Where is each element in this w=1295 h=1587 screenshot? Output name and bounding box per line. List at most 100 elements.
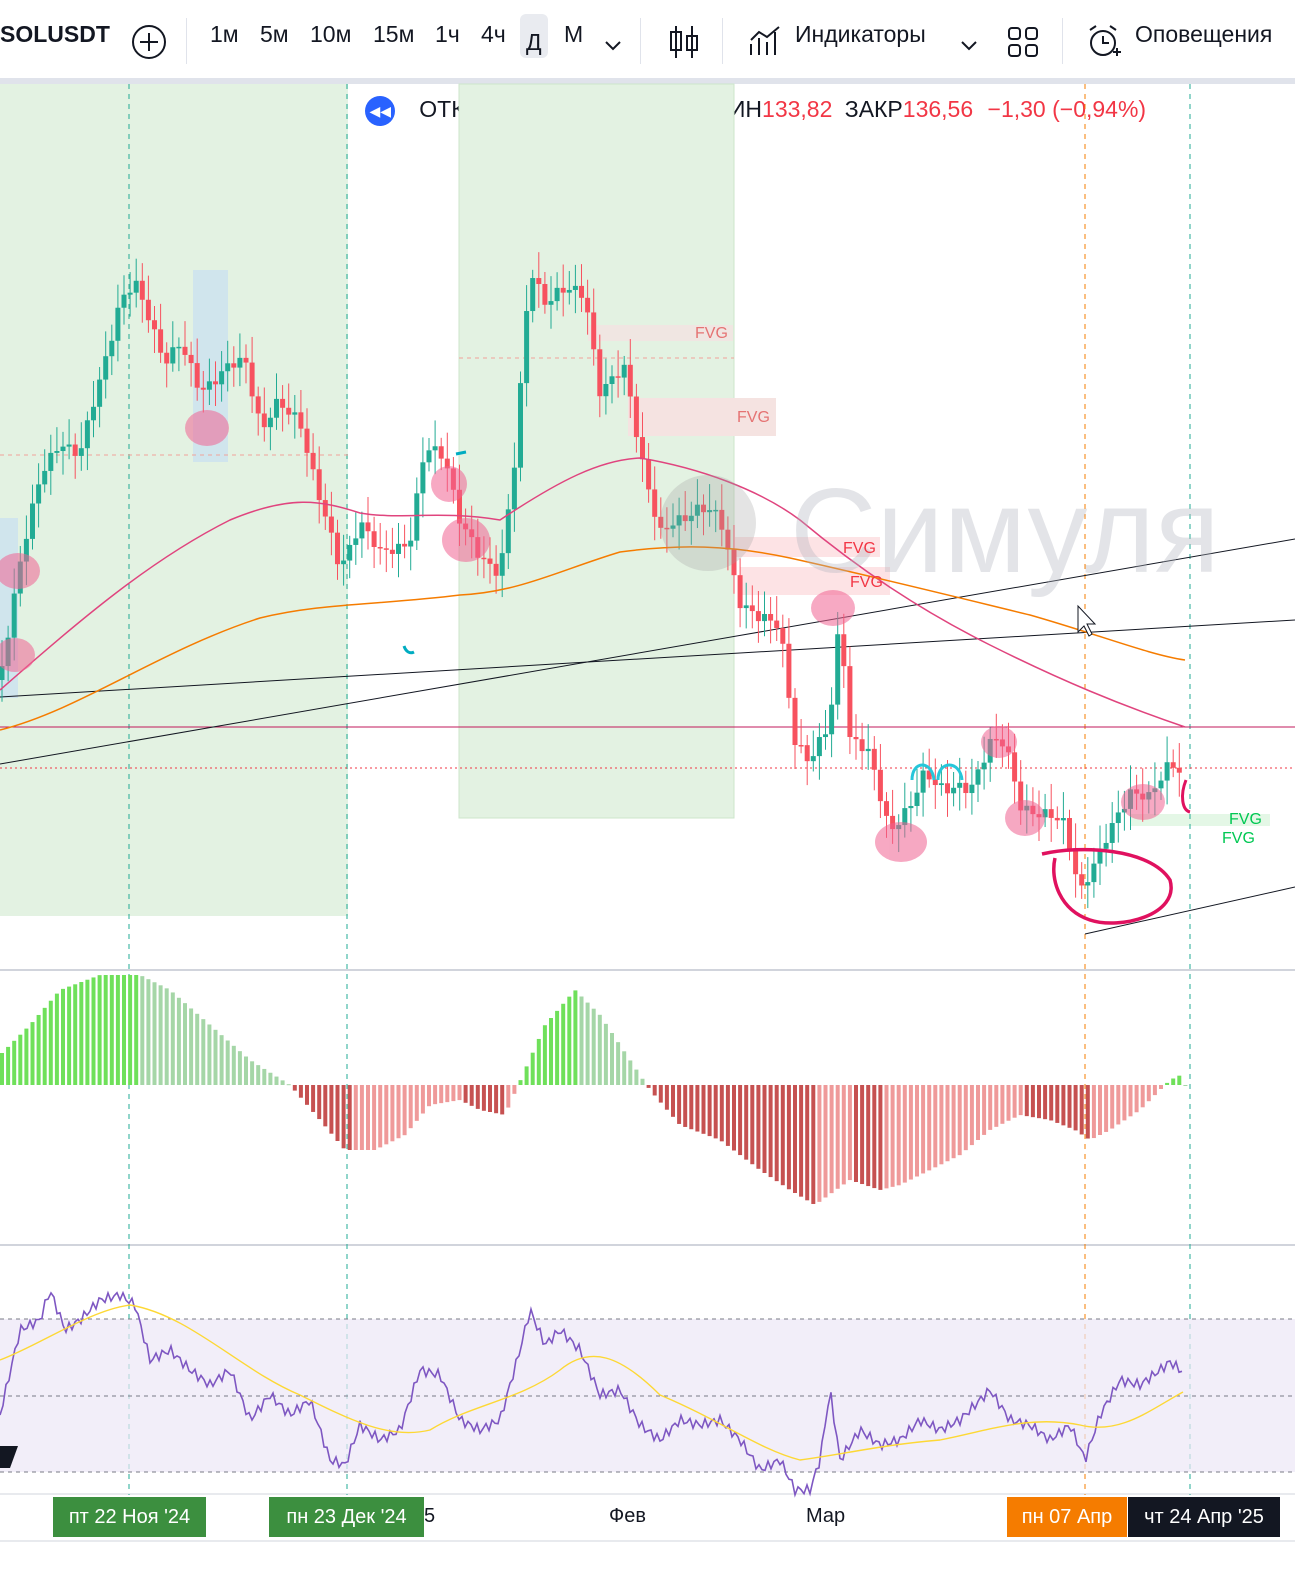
candle-body xyxy=(225,363,231,372)
candle-body xyxy=(389,549,395,554)
candle-body xyxy=(755,611,761,622)
timeframe-10m[interactable]: 10м xyxy=(310,21,352,47)
candle-body xyxy=(572,285,578,290)
histogram-bar xyxy=(268,1072,273,1085)
candle-body xyxy=(554,287,560,302)
histogram-bar xyxy=(536,1038,541,1085)
open-label: ОТКР xyxy=(419,96,480,123)
histogram-bar xyxy=(152,982,157,1085)
candle-body xyxy=(298,412,304,429)
fvg-label: FVG xyxy=(695,325,728,342)
alert-badge[interactable]: ! ↻ xyxy=(30,140,98,168)
histogram-bar xyxy=(396,1085,401,1139)
histogram-bar xyxy=(408,1085,413,1129)
refresh-icon[interactable]: ↻ xyxy=(68,142,90,164)
candle-body xyxy=(1030,805,1036,815)
histogram-bar xyxy=(18,1034,23,1085)
candle-body xyxy=(511,467,517,510)
chevron-down-icon[interactable] xyxy=(604,30,622,58)
timeframe-4h[interactable]: 4ч xyxy=(481,21,506,47)
histogram-bar xyxy=(317,1085,322,1120)
candle-body xyxy=(847,666,853,738)
layout-grid-icon[interactable] xyxy=(1007,26,1039,64)
histogram-bar xyxy=(91,977,96,1085)
ma-fast-line xyxy=(0,457,1186,728)
plus-circle-icon[interactable] xyxy=(131,24,167,66)
indicators-button[interactable]: Индикаторы xyxy=(795,21,926,47)
timeframe-day[interactable]: Д xyxy=(520,14,548,58)
histogram-bar xyxy=(134,975,139,1085)
candle-body xyxy=(438,446,444,459)
candle-body xyxy=(1048,809,1054,818)
candle-body xyxy=(359,522,365,539)
candle-body xyxy=(963,782,969,794)
candle-body xyxy=(560,287,566,293)
highlight-circle xyxy=(1005,800,1045,836)
candle-body xyxy=(536,278,542,285)
candle-body xyxy=(1134,789,1140,794)
fvg-box xyxy=(1130,814,1270,826)
histogram-bar xyxy=(475,1085,480,1109)
histogram-bar xyxy=(957,1085,962,1156)
histogram-bar xyxy=(658,1085,663,1103)
candle-body xyxy=(603,383,609,397)
histogram-bar xyxy=(585,1002,590,1085)
candle-body xyxy=(701,504,706,513)
candle-body xyxy=(54,451,60,453)
fvg-label: FVG xyxy=(737,409,770,426)
candle-body xyxy=(30,503,35,539)
histogram-bar xyxy=(902,1085,907,1183)
histogram-bar xyxy=(1012,1085,1017,1118)
histogram-bar xyxy=(451,1085,456,1102)
candle-body xyxy=(127,292,133,295)
candle-body xyxy=(884,801,889,816)
candle-body xyxy=(292,412,298,415)
candle-body xyxy=(1158,780,1164,789)
candle-body xyxy=(1170,762,1176,768)
candle-body xyxy=(969,784,975,794)
close-value: 136,56 xyxy=(902,96,974,123)
histogram-bar xyxy=(793,1085,797,1193)
timeframe-1h[interactable]: 1ч xyxy=(435,21,460,47)
timeframe-month[interactable]: М xyxy=(564,21,584,47)
oscillator-histogram xyxy=(0,975,1188,1204)
candle-body xyxy=(597,349,603,397)
open-value: 137,86 xyxy=(479,96,551,123)
pair-title: SOL / TetherUS · 1Д · BINANCE xyxy=(6,96,338,123)
candle-body xyxy=(518,383,523,468)
candles-icon[interactable] xyxy=(668,24,700,66)
candle-body xyxy=(804,745,810,762)
indicator-count[interactable]: 5 xyxy=(0,140,15,172)
histogram-bar xyxy=(237,1051,242,1085)
candle-body xyxy=(152,320,157,330)
candle-body xyxy=(1109,823,1115,843)
timeframe-15m[interactable]: 15м xyxy=(373,21,415,47)
histogram-bar xyxy=(286,1084,291,1086)
candle-body xyxy=(371,531,377,547)
rewind-icon[interactable]: ◀◀ xyxy=(365,96,396,126)
candle-body xyxy=(42,470,48,485)
candle-body xyxy=(72,444,78,456)
chevron-down-icon[interactable] xyxy=(960,30,978,58)
timeframe-1m[interactable]: 1м xyxy=(210,21,239,47)
candle-body xyxy=(78,448,84,456)
histogram-bar xyxy=(274,1076,279,1085)
histogram-bar xyxy=(1128,1085,1133,1117)
time-zone-2 xyxy=(458,83,735,819)
histogram-bar xyxy=(847,1085,852,1181)
alarm-clock-icon[interactable] xyxy=(1086,24,1122,66)
symbol-button[interactable]: SOLUSDT xyxy=(0,21,110,47)
indicators-icon[interactable] xyxy=(748,24,782,64)
trend-line xyxy=(1084,886,1295,935)
candle-body xyxy=(1073,849,1079,875)
candle-body xyxy=(60,446,66,452)
alerts-button[interactable]: Оповещения xyxy=(1135,21,1273,47)
histogram-bar xyxy=(768,1085,773,1178)
histogram-bar xyxy=(549,1018,553,1085)
high-value: 143,25 xyxy=(626,96,698,123)
histogram-bar xyxy=(524,1066,529,1085)
histogram-bar xyxy=(555,1010,560,1085)
candle-body xyxy=(664,527,670,530)
timeframe-5m[interactable]: 5м xyxy=(260,21,289,47)
